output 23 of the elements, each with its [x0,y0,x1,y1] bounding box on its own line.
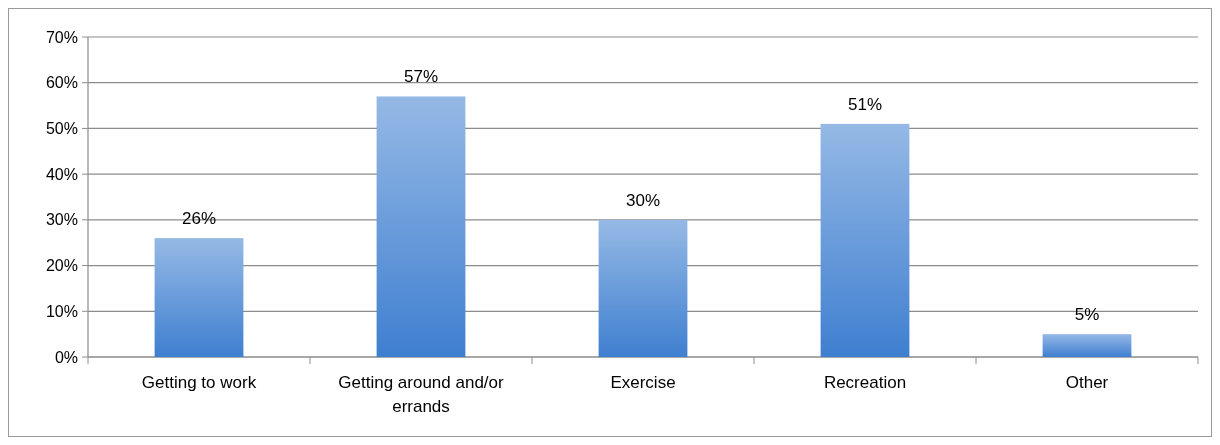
x-tick-label: Other [1065,373,1109,392]
data-label: 51% [847,94,883,114]
data-label: 5% [1074,305,1100,325]
y-tick-label: 40% [45,165,78,183]
bar [1042,334,1132,357]
x-tick-label: Exercise [610,373,676,392]
y-tick-label: 0% [54,348,78,366]
y-tick-label: 50% [45,120,78,138]
y-tick-label: 70% [45,28,78,46]
x-tick-label: Recreation [823,373,907,392]
x-tick-label: Getting to work [141,373,257,392]
data-label: 26% [181,209,217,229]
y-tick-label: 20% [45,257,78,275]
y-tick-label: 30% [45,211,78,229]
data-label: 57% [403,67,439,87]
y-tick-label: 10% [45,302,78,320]
bar [154,238,244,357]
bar [598,219,688,357]
bar [820,123,910,357]
bar [376,96,466,357]
x-tick-label: Getting around and/or errands [338,373,505,416]
data-label: 30% [625,190,661,210]
y-tick-label: 60% [45,74,78,92]
